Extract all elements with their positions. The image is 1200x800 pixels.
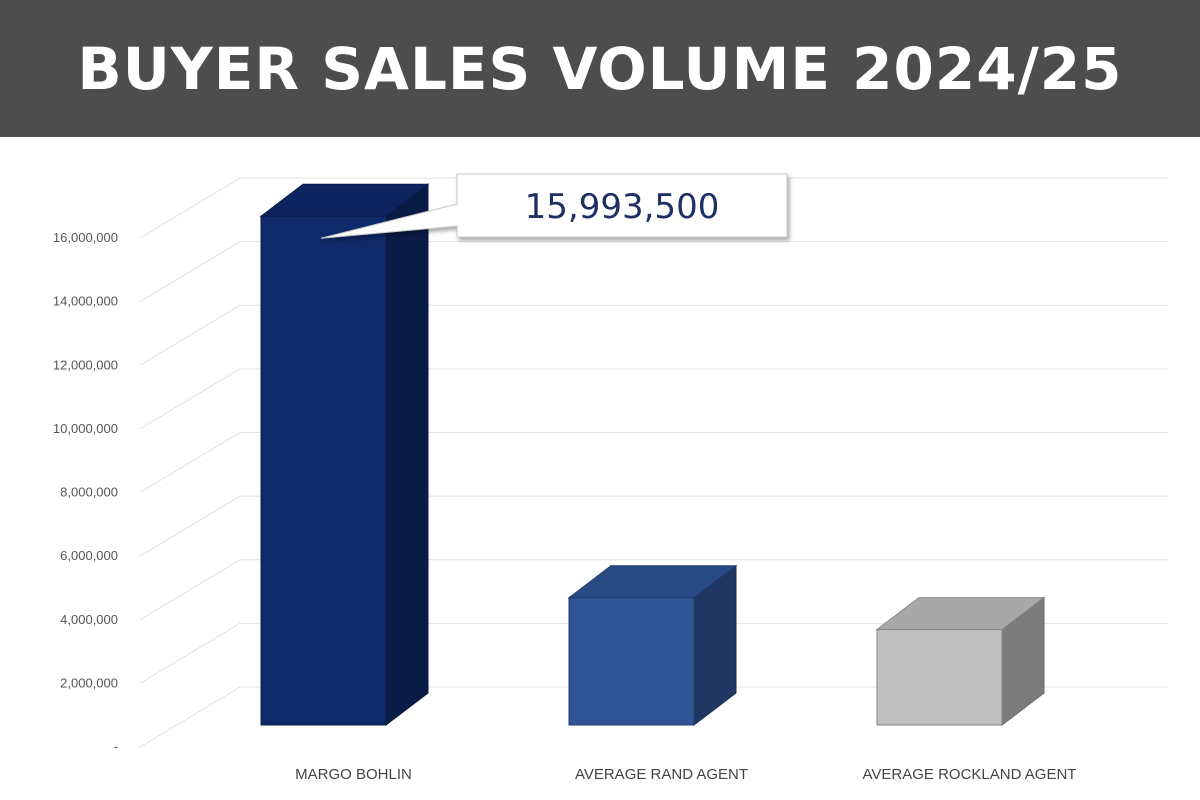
y-tick-label: 8,000,000 xyxy=(60,485,118,500)
x-tick-label: AVERAGE ROCKLAND AGENT xyxy=(863,766,1077,783)
bar[interactable] xyxy=(260,215,387,726)
y-tick-label: - xyxy=(114,739,118,754)
gridline-diagonal xyxy=(139,495,241,557)
chart-area: - 2,000,000 4,000,000 6,000,000 8,000,000 10,… xyxy=(0,137,1200,800)
y-tick-label: 12,000,000 xyxy=(53,357,118,372)
gridline-diagonal xyxy=(139,177,241,239)
chart-title: BUYER SALES VOLUME 2024/25 xyxy=(77,34,1123,103)
y-tick-label: 16,000,000 xyxy=(53,230,118,245)
y-tick-label: 6,000,000 xyxy=(60,548,118,563)
gridline-diagonal xyxy=(139,241,241,303)
title-banner: BUYER SALES VOLUME 2024/25 xyxy=(0,0,1200,137)
gridline-diagonal xyxy=(139,304,241,366)
gridline-diagonal xyxy=(139,559,241,621)
bar-chart: - 2,000,000 4,000,000 6,000,000 8,000,000 10,… xyxy=(53,173,1168,783)
gridline-diagonal xyxy=(139,432,241,493)
y-tick-label: 14,000,000 xyxy=(53,294,118,309)
x-tick-label: MARGO BOHLIN xyxy=(295,766,412,783)
callout-box xyxy=(320,173,788,239)
bar[interactable] xyxy=(876,629,1003,726)
y-tick-label: 10,000,000 xyxy=(53,421,118,436)
bar-side xyxy=(385,183,429,727)
x-tick-label: AVERAGE RAND AGENT xyxy=(575,766,748,783)
y-tick-label: 4,000,000 xyxy=(60,612,118,627)
gridline-diagonal xyxy=(139,686,241,748)
gridline-diagonal xyxy=(139,622,241,684)
bar[interactable] xyxy=(568,597,695,726)
data-label: 15,993,500 xyxy=(525,187,720,227)
gridline-diagonal xyxy=(139,368,241,430)
y-tick-label: 2,000,000 xyxy=(60,675,118,690)
